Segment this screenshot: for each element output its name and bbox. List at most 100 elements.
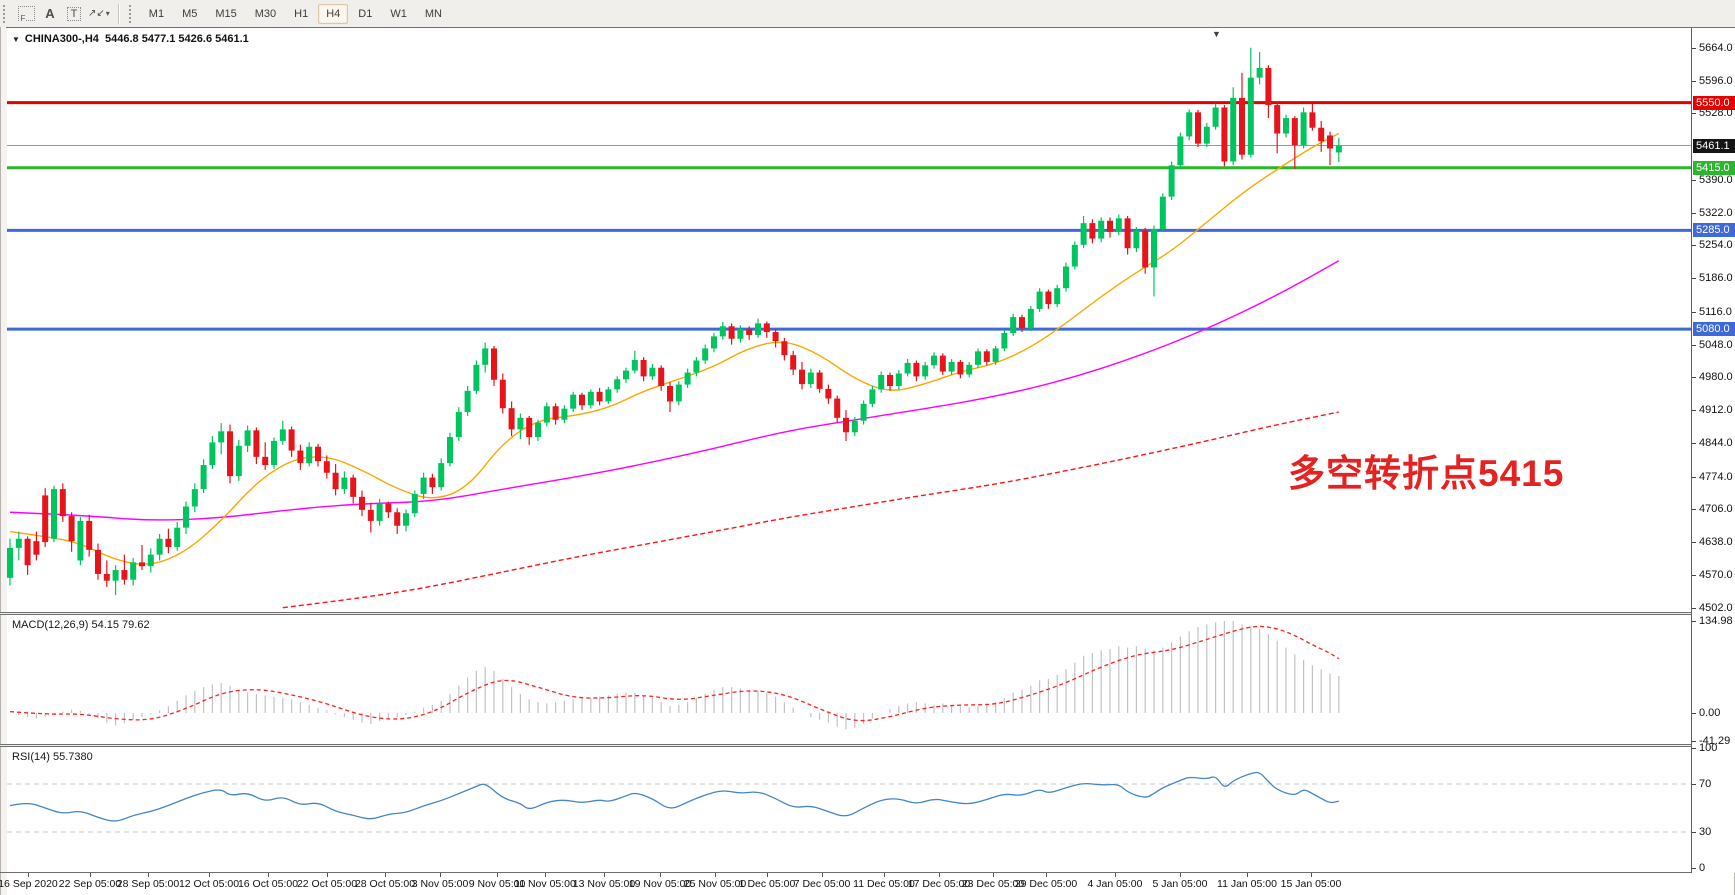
candle-body (860, 403, 867, 421)
time-tick (90, 873, 91, 877)
timeframe-group-handle[interactable] (128, 4, 136, 23)
time-axis[interactable]: 16 Sep 2020 22 Sep 05:00 28 Sep 05:00 12 Oc… (0, 873, 1691, 895)
ma-mid-magenta (9, 260, 1340, 521)
time-label: 19 Nov 05:00 (628, 878, 692, 890)
time-label: 22 Oct 05:00 (296, 878, 358, 890)
tf-button-W1[interactable]: W1 (390, 7, 407, 20)
candle-body (922, 365, 929, 377)
candle-body (1115, 218, 1122, 232)
time-label: 3 Nov 05:00 (411, 878, 469, 890)
candle-body (174, 527, 181, 547)
ma-slow-red (282, 411, 1339, 609)
candle-body (1195, 112, 1201, 144)
arrows-tool-icon[interactable]: ↗↙ ▾ (88, 8, 110, 19)
time-tick (1311, 873, 1312, 877)
time-label: 25 Nov 05:00 (683, 878, 747, 890)
price-badge-5415.0: 5415.0 (1693, 160, 1735, 175)
candle-body (385, 503, 392, 513)
candle-body (350, 477, 357, 497)
chevron-down-icon: ▾ (105, 9, 110, 18)
panel-separator-macd[interactable] (0, 612, 1735, 615)
candle-body (209, 442, 216, 466)
time-label: 22 Sep 05:00 (58, 878, 122, 890)
grid-f-icon[interactable]: F (16, 4, 36, 24)
candle-body (1124, 218, 1131, 249)
time-tick (822, 873, 823, 877)
panel-separator-rsi[interactable] (0, 744, 1735, 747)
main-chart-panel[interactable] (7, 28, 1691, 612)
symbol-dropdown-icon[interactable]: ▼ (12, 35, 20, 44)
time-label: 15 Jan 05:00 (1280, 878, 1342, 890)
candle-body (702, 348, 709, 361)
candle-body (95, 549, 101, 574)
candle-body (649, 367, 656, 377)
candle-body (1089, 223, 1096, 239)
rsi-label: RSI(14) 55.7380 (12, 751, 93, 763)
candle-body (376, 503, 383, 521)
price-scale[interactable]: 5664.0 5596.0 5528.0 5390.0 5322.0 5254.0 5186… (1692, 28, 1735, 874)
candle-body (561, 408, 568, 420)
chart-shift-marker-icon[interactable]: ▼ (1212, 29, 1221, 39)
toolbar: F A T ↗↙ ▾ M1 M5 M15 M30 H1 H4 D1 W1 MN (0, 0, 1735, 28)
candle-body (68, 516, 75, 542)
time-tick (268, 873, 269, 877)
candle-body (1212, 107, 1219, 127)
candle-body (570, 394, 577, 409)
time-axis-border (0, 872, 1735, 873)
tf-button-MN[interactable]: MN (424, 7, 442, 20)
candle-body (244, 430, 251, 446)
tf-button-D1[interactable]: D1 (358, 7, 373, 20)
ma-fast-orange (9, 132, 1340, 565)
candle-body (447, 437, 453, 464)
time-label: 13 Nov 05:00 (572, 878, 636, 890)
tf-button-M1[interactable]: M1 (148, 7, 165, 20)
symbol-ohlc: 5446.8 5477.1 5426.6 5461.1 (105, 33, 249, 45)
candle-body (411, 493, 418, 514)
tf-button-H4[interactable]: H4 (318, 3, 349, 24)
candle-body (1309, 112, 1316, 128)
candle-body (596, 391, 603, 402)
candlestick-chart[interactable] (7, 28, 1691, 612)
candle-body (323, 461, 330, 473)
candle-body (931, 355, 937, 366)
candle-body (711, 336, 717, 349)
chart-title: ▼ CHINA300-,H4 5446.8 5477.1 5426.6 5461.… (12, 33, 249, 45)
candle-body (1265, 67, 1272, 106)
toolbar-drag-handle[interactable] (3, 4, 10, 23)
time-label: 4 Jan 05:00 (1087, 878, 1143, 890)
candle-body (851, 420, 858, 433)
candle-body (684, 372, 691, 385)
time-tick (767, 873, 768, 877)
candle-body (631, 359, 638, 371)
candle-body (1239, 97, 1245, 155)
macd-signal-line (9, 625, 1340, 722)
candle-body (1107, 220, 1113, 232)
candle-body (1230, 97, 1237, 162)
time-tick (939, 873, 940, 877)
candle-body (359, 496, 365, 510)
macd-label: MACD(12,26,9) 54.15 79.62 (12, 619, 150, 631)
candle-body (605, 389, 612, 402)
rsi-panel[interactable] (7, 747, 1691, 872)
tf-button-M15[interactable]: M15 (215, 7, 237, 20)
candle-body (183, 506, 189, 528)
text-a-icon[interactable]: A (45, 6, 55, 21)
time-tick (28, 873, 29, 877)
macd-panel[interactable] (7, 615, 1691, 744)
tf-button-H1[interactable]: H1 (294, 7, 309, 20)
candle-body (834, 398, 841, 418)
candle-body (693, 360, 700, 373)
time-label: 17 Dec 05:00 (907, 878, 971, 890)
candle-body (992, 348, 999, 362)
candle-body (966, 364, 973, 375)
candle-body (1001, 333, 1008, 349)
candle-body (587, 391, 594, 406)
tf-button-M30[interactable]: M30 (254, 7, 277, 20)
price-scale-border (1691, 28, 1692, 873)
time-tick (1247, 873, 1248, 877)
candle-body (253, 430, 260, 457)
text-label-icon[interactable]: T (64, 4, 84, 24)
candle-body (763, 323, 770, 333)
time-label: 5 Jan 05:00 (1152, 878, 1208, 890)
tf-button-M5[interactable]: M5 (182, 7, 198, 20)
